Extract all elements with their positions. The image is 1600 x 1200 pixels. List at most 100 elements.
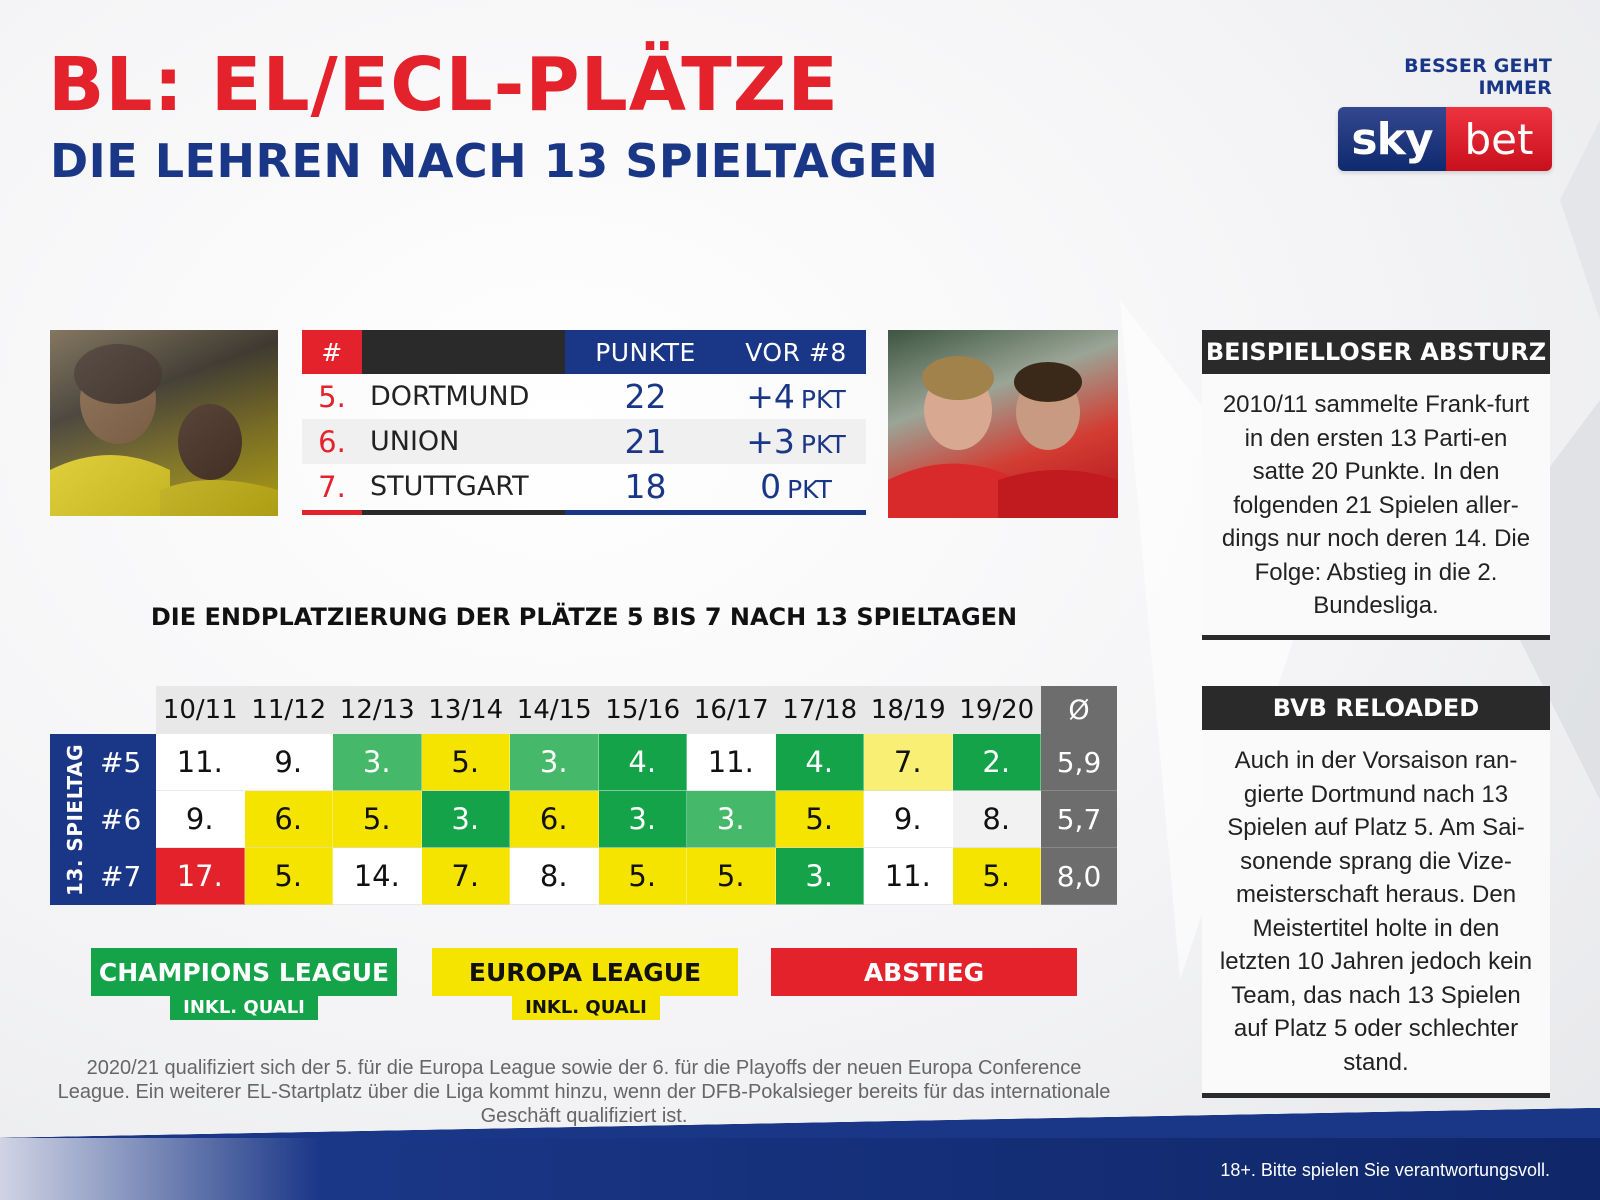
union-players-photo <box>888 330 1118 518</box>
sidebar-box-text: 2010/11 sammelte Frank-furt in den erste… <box>1202 374 1550 640</box>
lead-unit: PKT <box>800 385 846 414</box>
row-team: UNION <box>370 426 460 457</box>
matrix-cell: 6. <box>244 791 333 848</box>
legend-el-sub: INKL. QUALI <box>512 994 660 1020</box>
header-lead: VOR #8 <box>726 330 866 374</box>
matrix-cell: 4. <box>775 734 864 791</box>
matrix-cell: 5. <box>775 791 864 848</box>
season-header: 17/18 <box>775 686 864 734</box>
matrix-cell: 11. <box>864 848 953 905</box>
header-rank: # <box>302 330 362 374</box>
season-header: 13/14 <box>421 686 510 734</box>
matrix-rows: #5 11. 9. 3. 5. 3. 4. 11. 4. 7. 2. 5,9 #6 9. 6. 5. 3. 6. 3… <box>100 734 1117 905</box>
standings-table: # PUNKTE VOR #8 5. DORTMUND 22 +4 PKT 6. … <box>302 330 866 515</box>
sidebar-box-bvb: BVB RELOADED Auch in der Vorsaison ran-g… <box>1202 686 1550 1098</box>
matrix-cell: 9. <box>244 734 333 791</box>
legend-abstieg: ABSTIEG <box>771 948 1077 996</box>
row-team: DORTMUND <box>370 381 530 412</box>
matrix-cell: 6. <box>510 791 599 848</box>
matrix-side-label: 13. SPIELTAG <box>50 734 100 905</box>
season-header: 16/17 <box>687 686 776 734</box>
matrix-cell: 3. <box>510 734 599 791</box>
legend-champions-league: CHAMPIONS LEAGUE <box>91 948 397 996</box>
matrix-cell: 4. <box>598 734 687 791</box>
row-rank: 6. <box>318 424 346 459</box>
row-team: STUTTGART <box>370 471 529 502</box>
sidebar-box-title: BVB RELOADED <box>1202 686 1550 730</box>
row-points: 22 <box>624 377 667 416</box>
matrix-cell: 2. <box>952 734 1041 791</box>
page-title: BL: EL/ECL-PLÄTZE <box>48 42 839 128</box>
row-rank: 5. <box>318 379 346 414</box>
matrix-cell: 3. <box>775 848 864 905</box>
matrix-cell: 3. <box>687 791 776 848</box>
matrix-cell: 9. <box>156 791 245 848</box>
matrix-cell: 5. <box>952 848 1041 905</box>
matrix-cell: 5. <box>421 734 510 791</box>
matrix-cell: 14. <box>333 848 422 905</box>
standings-row: 5. DORTMUND 22 +4 PKT <box>302 374 866 419</box>
matrix-row: #6 9. 6. 5. 3. 6. 3. 3. 5. 9. 8. 5,7 <box>100 791 1117 848</box>
matrix-cell: 3. <box>333 734 422 791</box>
matrix-cell: 17. <box>156 848 245 905</box>
matrix-average: 5,7 <box>1041 791 1117 848</box>
lead-value: 0 <box>760 467 782 506</box>
season-header: 19/20 <box>952 686 1041 734</box>
dortmund-photo-art <box>50 330 278 516</box>
standings-row: 7. STUTTGART 18 0 PKT <box>302 464 866 509</box>
header-points: PUNKTE <box>565 330 726 374</box>
matrix-cell: 3. <box>598 791 687 848</box>
brand-block: BESSER GEHT IMMER sky bet <box>1332 55 1552 171</box>
row-points: 18 <box>624 467 667 506</box>
matrix-cell: 7. <box>864 734 953 791</box>
sidebar-box-text: Auch in der Vorsaison ran-gierte Dortmun… <box>1202 730 1550 1098</box>
legend-europa-league: EUROPA LEAGUE <box>432 948 738 996</box>
standings-header: # PUNKTE VOR #8 <box>302 330 866 374</box>
season-header: 14/15 <box>510 686 599 734</box>
lead-value: +3 <box>746 422 795 461</box>
matrix-row-label: #5 <box>100 734 156 791</box>
season-header: 12/13 <box>333 686 422 734</box>
matrix-header: 10/11 11/12 12/13 13/14 14/15 15/16 16/1… <box>50 686 1117 734</box>
row-lead: +4 PKT <box>726 377 866 416</box>
sidebar-box-title: BEISPIELLOSER ABSTURZ <box>1202 330 1550 374</box>
matrix-cell: 5. <box>687 848 776 905</box>
matrix-average: 5,9 <box>1041 734 1117 791</box>
matrix-cell: 5. <box>333 791 422 848</box>
matrix-cell: 7. <box>421 848 510 905</box>
brand-tagline: BESSER GEHT IMMER <box>1404 55 1552 99</box>
matrix-cell: 3. <box>421 791 510 848</box>
skybet-logo: sky bet <box>1338 107 1552 171</box>
season-header: 10/11 <box>156 686 245 734</box>
matrix-cell: 9. <box>864 791 953 848</box>
lead-unit: PKT <box>800 430 846 459</box>
matrix-row-label: #6 <box>100 791 156 848</box>
matrix-cell: 5. <box>244 848 333 905</box>
matrix-cell: 5. <box>598 848 687 905</box>
matrix-average: 8,0 <box>1041 848 1117 905</box>
season-header: 18/19 <box>864 686 953 734</box>
row-points: 21 <box>624 422 667 461</box>
sidebar-box-absturz: BEISPIELLOSER ABSTURZ 2010/11 sammelte F… <box>1202 330 1550 640</box>
logo-sky-part: sky <box>1338 107 1446 171</box>
footnote: 2020/21 qualifiziert sich der 5. für die… <box>57 1057 1111 1127</box>
dortmund-players-photo <box>50 330 278 516</box>
row-rank: 7. <box>318 469 346 504</box>
matrix-row: #5 11. 9. 3. 5. 3. 4. 11. 4. 7. 2. 5,9 <box>100 734 1117 791</box>
legend-cl-sub: INKL. QUALI <box>170 994 318 1020</box>
matrix-cell: 11. <box>687 734 776 791</box>
header-team <box>362 330 565 374</box>
responsible-gambling-disclaimer: 18+. Bitte spielen Sie verantwortungsvol… <box>1220 1160 1550 1180</box>
row-lead: +3 PKT <box>726 422 866 461</box>
page-subtitle: DIE LEHREN NACH 13 SPIELTAGEN <box>50 134 939 188</box>
standings-footer-bar <box>302 510 866 515</box>
matrix-title: DIE ENDPLATZIERUNG DER PLÄTZE 5 BIS 7 NA… <box>150 603 1018 631</box>
lead-unit: PKT <box>787 475 832 504</box>
final-placement-matrix: 10/11 11/12 12/13 13/14 14/15 15/16 16/1… <box>50 686 1117 905</box>
matrix-cell: 11. <box>156 734 245 791</box>
standings-row: 6. UNION 21 +3 PKT <box>302 419 866 464</box>
matrix-cell: 8. <box>952 791 1041 848</box>
matrix-row: #7 17. 5. 14. 7. 8. 5. 5. 3. 11. 5. 8,0 <box>100 848 1117 905</box>
row-lead: 0 PKT <box>726 467 866 506</box>
season-header: 11/12 <box>244 686 333 734</box>
